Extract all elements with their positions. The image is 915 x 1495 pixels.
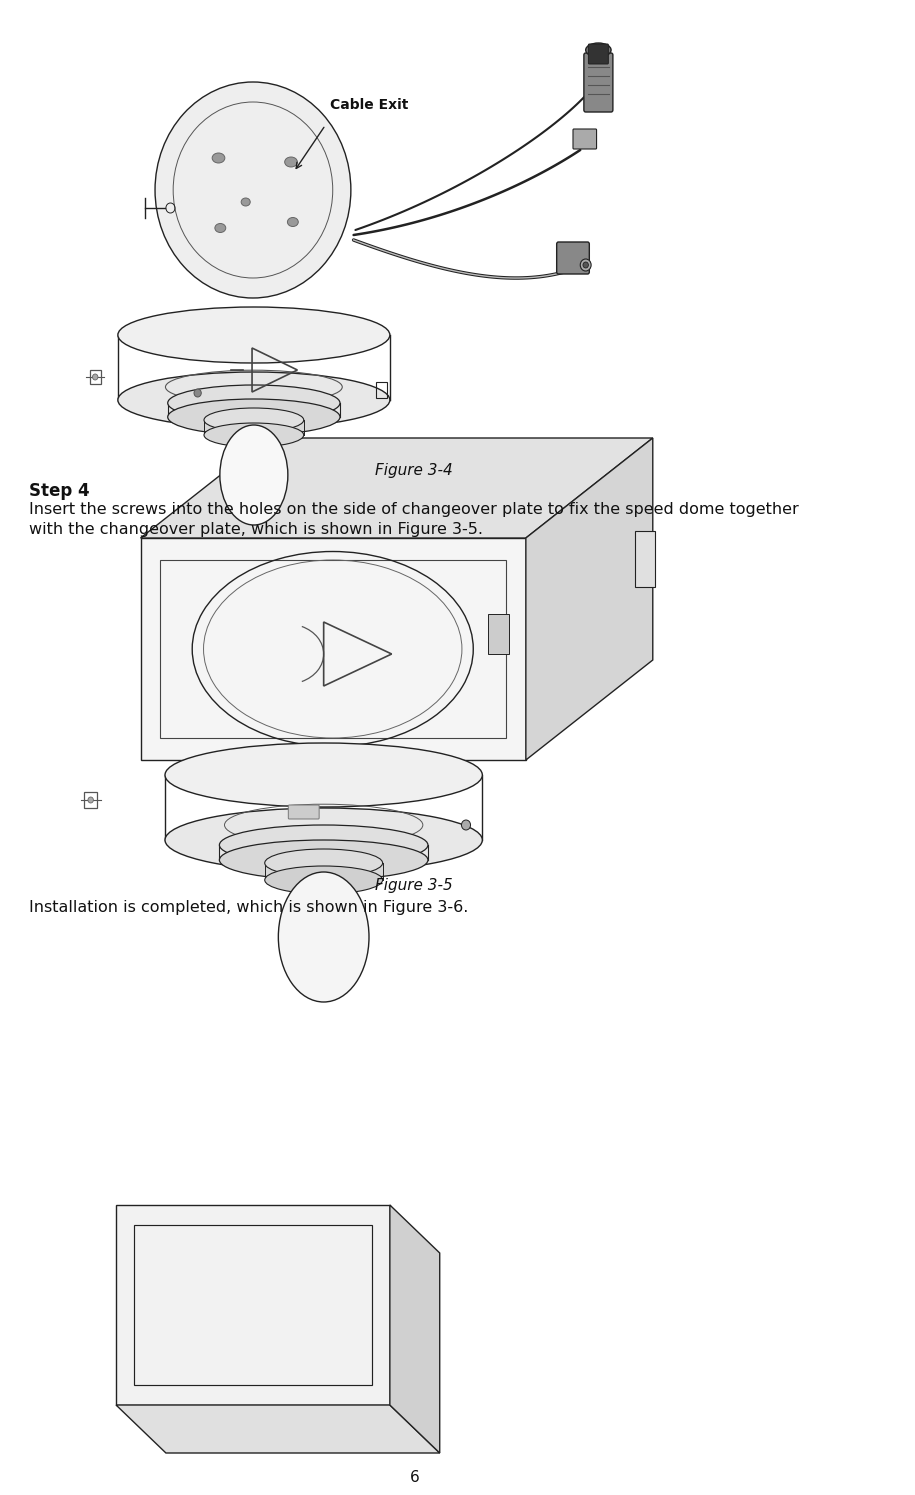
Ellipse shape [118,306,390,363]
Circle shape [88,797,93,803]
Polygon shape [390,1205,440,1453]
Circle shape [155,82,350,298]
Text: 6: 6 [409,1470,419,1485]
Ellipse shape [118,372,390,428]
Ellipse shape [215,223,226,233]
FancyBboxPatch shape [573,129,597,150]
Text: Figure 3-4: Figure 3-4 [375,463,453,478]
Ellipse shape [204,423,304,447]
Ellipse shape [278,872,369,1002]
Polygon shape [116,1405,440,1453]
Ellipse shape [212,152,225,163]
Ellipse shape [220,840,428,881]
Text: with the changeover plate, which is shown in Figure 3-5.: with the changeover plate, which is show… [29,522,483,537]
Ellipse shape [167,399,340,435]
Circle shape [461,819,470,830]
Polygon shape [116,1205,390,1405]
Circle shape [194,389,201,398]
Polygon shape [526,438,652,759]
Circle shape [580,259,591,271]
Polygon shape [141,538,526,759]
Text: Figure 3-5: Figure 3-5 [375,878,453,893]
Circle shape [92,374,98,380]
Polygon shape [141,438,652,538]
FancyBboxPatch shape [588,43,608,64]
FancyBboxPatch shape [556,242,589,274]
Text: Installation is completed, which is shown in Figure 3-6.: Installation is completed, which is show… [29,900,468,915]
Text: Cable Exit: Cable Exit [330,99,408,112]
Ellipse shape [586,43,611,57]
Ellipse shape [204,408,304,432]
Text: Insert the screws into the holes on the side of changeover plate to fix the spee: Insert the screws into the holes on the … [29,502,799,517]
Ellipse shape [220,825,428,866]
Polygon shape [488,614,509,653]
Ellipse shape [242,197,250,206]
FancyBboxPatch shape [584,52,613,112]
Ellipse shape [287,217,298,227]
Ellipse shape [165,807,482,872]
Ellipse shape [167,386,340,422]
Ellipse shape [220,425,288,525]
Ellipse shape [165,743,482,807]
Ellipse shape [264,849,382,878]
Circle shape [583,262,588,268]
Text: Step 4: Step 4 [29,481,90,499]
FancyBboxPatch shape [288,804,319,819]
Ellipse shape [285,157,297,167]
Ellipse shape [264,866,382,894]
Polygon shape [635,531,654,588]
